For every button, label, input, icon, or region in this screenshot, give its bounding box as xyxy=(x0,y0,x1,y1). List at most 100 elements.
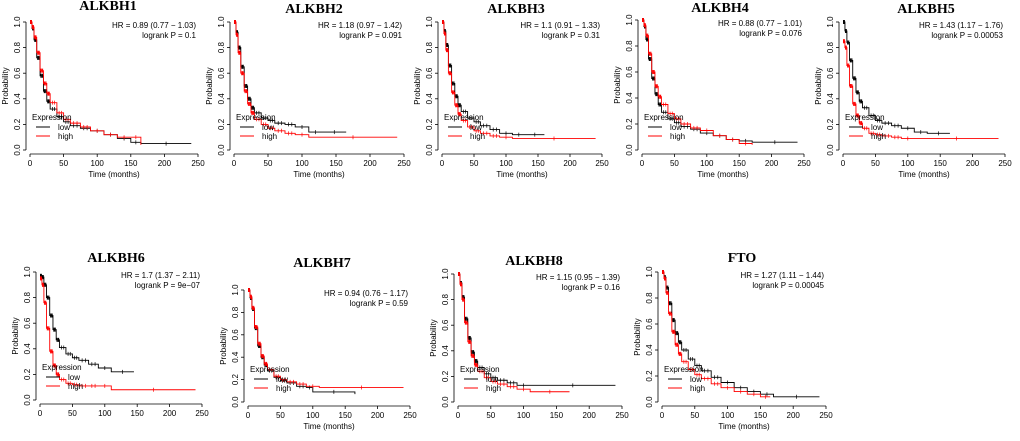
y-tick-label: 0.6 xyxy=(826,67,835,79)
hazard-ratio-text: HR = 0.88 (0.77 − 1.01) xyxy=(718,19,802,28)
logrank-p-text: logrank P = 0.59 xyxy=(350,299,409,308)
x-tick-label: 50 xyxy=(486,411,495,420)
y-tick-label: 0.8 xyxy=(441,293,450,305)
hazard-ratio-text: HR = 1.27 (1.11 − 1.44) xyxy=(741,271,825,280)
km-panel-alkbh8: ALKBH8 0 50 100 150 200 250 0.0 0.2 0.4 0.6 0.8 1.0 P… xyxy=(429,254,629,420)
y-tick-label: 0.8 xyxy=(645,292,654,304)
y-axis-label: Probability xyxy=(633,318,642,355)
y-tick-label: 0.4 xyxy=(231,351,240,363)
y-tick-label: 1.0 xyxy=(13,16,22,28)
y-tick-label: 0.2 xyxy=(645,370,654,382)
legend-entry-high: high xyxy=(670,132,685,141)
y-tick-label: 0.4 xyxy=(23,343,32,355)
legend-title: Expression xyxy=(460,365,500,374)
y-tick-label: 0.0 xyxy=(826,144,835,156)
x-axis-label: Time (months) xyxy=(88,170,140,179)
x-tick-label: 250 xyxy=(195,409,209,418)
legend-title: Expression xyxy=(32,113,72,122)
y-tick-label: 0.8 xyxy=(217,41,226,53)
y-tick-label: 0.4 xyxy=(13,93,22,105)
x-tick-label: 250 xyxy=(797,159,811,168)
panel-title: ALKBH8 xyxy=(505,254,563,269)
legend-entry-high: high xyxy=(690,384,705,393)
y-axis-label: Probability xyxy=(613,66,622,103)
panel-title: ALKBH7 xyxy=(293,256,351,271)
x-tick-label: 200 xyxy=(363,159,377,168)
y-tick-label: 0.4 xyxy=(645,344,654,356)
y-tick-label: 0.6 xyxy=(231,329,240,341)
km-panel-alkbh7: ALKBH7 0 50 100 150 200 250 0.0 0.2 0.4 0.6 0.8 1.0 T… xyxy=(219,256,417,431)
legend-entry-low: low xyxy=(58,123,70,132)
km-panel-alkbh6: ALKBH6 0 50 100 150 200 250 0.0 0.2 0.4 0.6 0.8 1.0 P… xyxy=(11,251,209,418)
x-tick-label: 100 xyxy=(98,409,112,418)
y-tick-label: 0.4 xyxy=(425,93,434,105)
legend-title: Expression xyxy=(250,365,290,374)
x-tick-label: 0 xyxy=(232,159,237,168)
y-tick-label: 0.0 xyxy=(23,394,32,406)
x-tick-label: 250 xyxy=(397,159,411,168)
y-tick-label: 0.2 xyxy=(625,118,634,130)
y-tick-label: 1.0 xyxy=(826,16,835,28)
x-tick-label: 0 xyxy=(456,411,461,420)
y-axis-label: Probability xyxy=(429,319,438,356)
y-axis-label: Probability xyxy=(205,67,214,104)
x-tick-label: 250 xyxy=(615,411,629,420)
survival-curve-high xyxy=(30,21,142,145)
survival-curve-low xyxy=(642,19,798,143)
x-axis-label: Time (months) xyxy=(496,170,548,179)
y-axis-label: Probability xyxy=(413,67,422,104)
x-tick-label: 200 xyxy=(966,159,980,168)
survival-curve-high xyxy=(458,273,570,393)
x-tick-label: 150 xyxy=(531,159,545,168)
legend-title: Expression xyxy=(444,113,484,122)
legend-title: Expression xyxy=(644,113,684,122)
legend-title: Expression xyxy=(236,113,276,122)
y-tick-label: 0.0 xyxy=(425,144,434,156)
x-tick-label: 150 xyxy=(131,409,145,418)
km-panel-alkbh3: ALKBH3 0 50 100 150 200 250 0.0 0.2 0.4 0.6 0.8 1.0 T… xyxy=(413,2,609,179)
y-axis-label: Probability xyxy=(814,67,823,104)
y-tick-label: 0.4 xyxy=(625,92,634,104)
x-axis-label: Time (months) xyxy=(898,170,950,179)
y-tick-label: 0.8 xyxy=(826,41,835,53)
legend-entry-low: low xyxy=(871,123,883,132)
y-tick-label: 1.0 xyxy=(23,266,32,278)
y-tick-label: 0.6 xyxy=(441,319,450,331)
x-tick-label: 0 xyxy=(640,159,645,168)
panel-title: ALKBH2 xyxy=(285,2,343,17)
legend-title: Expression xyxy=(42,363,82,372)
legend-entry-low: low xyxy=(68,373,80,382)
y-tick-label: 0.2 xyxy=(826,118,835,130)
y-tick-label: 1.0 xyxy=(425,16,434,28)
survival-curve-high xyxy=(843,40,999,139)
x-tick-label: 200 xyxy=(371,411,385,420)
logrank-p-text: logrank P = 9e−07 xyxy=(135,281,201,290)
hazard-ratio-text: HR = 1.7 (1.37 − 2.11) xyxy=(121,271,200,280)
y-tick-label: 1.0 xyxy=(645,266,654,278)
legend-entry-low: low xyxy=(670,123,682,132)
y-tick-label: 0.8 xyxy=(231,306,240,318)
x-tick-label: 200 xyxy=(787,411,801,420)
y-tick-label: 0.6 xyxy=(217,67,226,79)
legend-entry-low: low xyxy=(276,375,288,384)
y-tick-label: 1.0 xyxy=(441,268,450,280)
legend-entry-high: high xyxy=(58,132,73,141)
y-tick-label: 0.6 xyxy=(425,67,434,79)
x-tick-label: 0 xyxy=(440,159,445,168)
y-tick-label: 0.4 xyxy=(217,93,226,105)
y-axis-label: Probability xyxy=(219,327,228,364)
logrank-p-text: logrank P = 0.076 xyxy=(739,29,802,38)
panel-title: ALKBH1 xyxy=(79,0,137,14)
hazard-ratio-text: HR = 1.1 (0.91 − 1.33) xyxy=(520,21,600,30)
legend-entry-high: high xyxy=(68,382,83,391)
y-tick-label: 0.2 xyxy=(231,373,240,385)
y-tick-label: 0.6 xyxy=(13,67,22,79)
x-tick-label: 200 xyxy=(158,159,172,168)
x-tick-label: 50 xyxy=(59,159,68,168)
x-tick-label: 50 xyxy=(264,159,273,168)
x-tick-label: 100 xyxy=(91,159,105,168)
survival-curve-low xyxy=(40,275,134,373)
km-panel-fto: FTO 0 50 100 150 200 250 0.0 0.2 0.4 0.6 0.8 1.0 Time… xyxy=(633,251,833,431)
survival-curve-low xyxy=(662,271,820,398)
x-tick-label: 0 xyxy=(246,411,251,420)
